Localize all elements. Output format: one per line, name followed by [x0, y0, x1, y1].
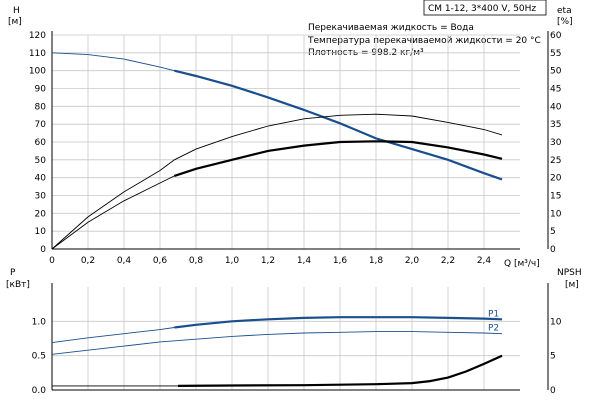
series-line-efficiency_thin: [51, 113, 503, 250]
chart-title: CM 1-12, 3*400 V, 50Hz: [428, 4, 536, 14]
x-tick-label: 1,2: [261, 256, 275, 266]
title-box: CM 1-12, 3*400 V, 50Hz: [423, 0, 547, 16]
x-tick-label: 0,6: [153, 256, 168, 266]
series-line-head: [51, 52, 503, 180]
top-right-tick-label: 5: [550, 227, 556, 237]
x-tick-label: 2,2: [441, 256, 455, 266]
top-right-tick-label: 10: [550, 209, 562, 219]
top-left-tick-label: 100: [29, 67, 46, 77]
x-tick-label: 2,4: [477, 256, 492, 266]
series-line-npsh: [52, 355, 503, 387]
series-line-efficiency_thick-operating: [174, 140, 503, 177]
x-tick-label: 1,8: [369, 256, 384, 266]
top-right-axis-title: eta: [557, 6, 572, 16]
bottom-right-axis-title: NPSH: [557, 268, 582, 278]
top-right-tick-label: 45: [550, 85, 561, 95]
top-right-axis-unit: [%]: [557, 17, 573, 27]
series-line-head-operating: [174, 69, 503, 181]
x-tick-label: 1,4: [297, 256, 312, 266]
x-tick-label: 0,4: [117, 256, 132, 266]
bottom-right-axis-unit: [м]: [565, 280, 579, 290]
top-right-tick-label: 40: [550, 102, 562, 112]
top-right-tick-label: 15: [550, 192, 561, 202]
top-left-axis-title: H: [13, 6, 20, 16]
top-left-tick-label: 110: [29, 49, 46, 59]
bottom-chart-labels: P [кВт] NPSH [м]: [6, 268, 582, 290]
x-axis-label: Q [м³/ч]: [504, 259, 540, 269]
x-tick-label: 1,6: [333, 256, 348, 266]
head-efficiency-plot: 0 0,2 0,4 0,6 0,8 1,0 1,2 1,4 1,6 1,8 2,0 2,2 2,4 0 10…: [29, 31, 562, 266]
bottom-right-tick-label: 0: [550, 386, 556, 396]
top-right-tick-label: 20: [550, 174, 562, 184]
annotation-temperature: Температура перекачиваемой жидкости = 20…: [307, 36, 541, 46]
power-npsh-plot: 0.0 0.5 1.0 0 5 10 P1 P2: [32, 283, 562, 396]
bottom-right-tick-label: 5: [550, 352, 556, 362]
top-right-tick-label: 25: [550, 156, 561, 166]
top-left-axis-unit: [м]: [8, 17, 22, 27]
top-left-tick-label: 50: [35, 156, 47, 166]
top-left-tick-label: 40: [35, 174, 47, 184]
bottom-left-tick-label: 0.0: [32, 386, 47, 396]
top-left-tick-label: 30: [35, 192, 47, 202]
top-left-tick-label: 20: [35, 209, 47, 219]
top-left-tick-label: 0: [40, 245, 46, 255]
x-tick-label: 0,2: [81, 256, 95, 266]
series-line-P1-operating: [174, 316, 503, 329]
bottom-left-tick-label: 1.0: [32, 317, 47, 327]
top-right-tick-label: 30: [550, 138, 562, 148]
top-left-tick-label: 70: [35, 120, 47, 130]
x-tick-label: 1,0: [225, 256, 240, 266]
top-right-tick-label: 60: [550, 31, 562, 41]
top-right-tick-label: 35: [550, 120, 561, 130]
series-label-P1: P1: [488, 309, 499, 319]
top-chart-labels: H [м] eta [%] Q [м³/ч]: [8, 6, 573, 269]
top-left-tick-label: 60: [35, 138, 47, 148]
top-left-tick-label: 80: [35, 102, 47, 112]
x-tick-label: 2,0: [405, 256, 420, 266]
bottom-left-tick-label: 0.5: [32, 352, 46, 362]
annotation-fluid: Перекачиваемая жидкость = Вода: [308, 23, 474, 33]
x-tick-label: 0,8: [189, 256, 204, 266]
bottom-right-tick-label: 10: [550, 317, 562, 327]
top-left-tick-label: 90: [35, 85, 47, 95]
bottom-left-axis-unit: [кВт]: [6, 280, 30, 290]
x-tick-label: 0: [49, 256, 55, 266]
top-left-tick-label: 10: [35, 227, 47, 237]
top-left-tick-label: 120: [29, 31, 46, 41]
top-right-tick-label: 0: [550, 245, 556, 255]
top-right-tick-label: 55: [550, 49, 561, 59]
top-right-tick-label: 50: [550, 67, 562, 77]
series-label-P2: P2: [488, 324, 499, 334]
series-line-npsh-operating: [177, 354, 503, 387]
bottom-left-axis-title: P: [10, 268, 16, 278]
series-line-P2: [51, 331, 503, 355]
